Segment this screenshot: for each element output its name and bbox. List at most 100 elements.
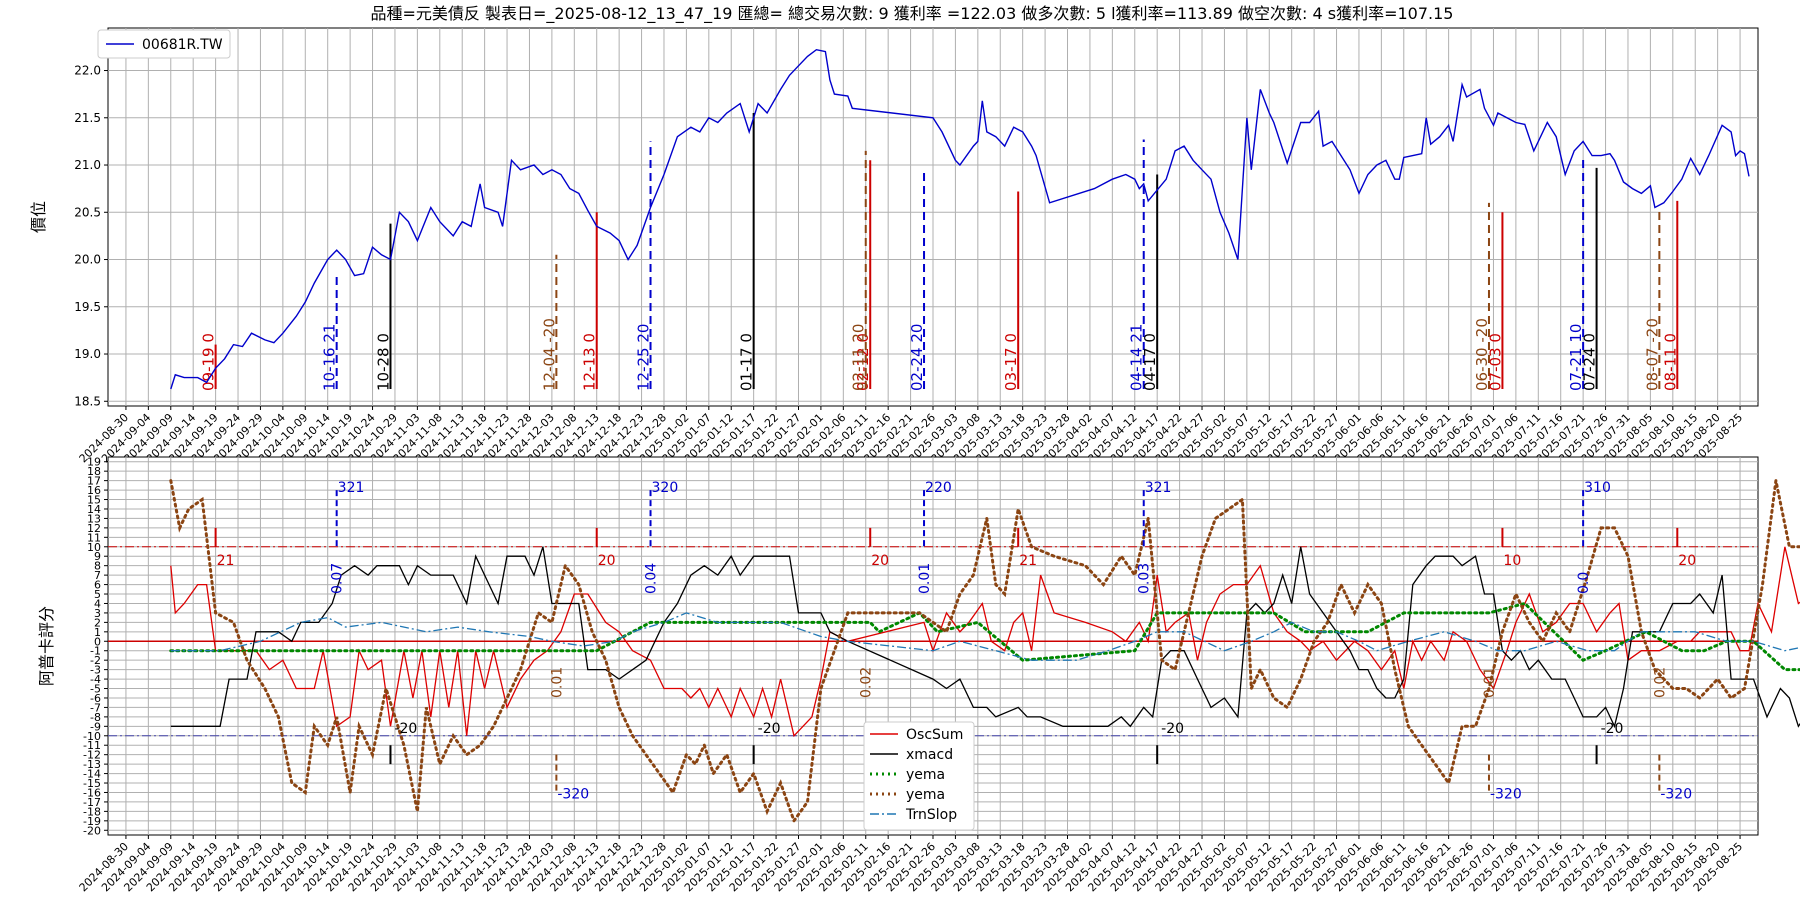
y-tick-label: -16 (83, 786, 101, 799)
price-trade-markers: 09-19 0 10-16 21 10-28 0 12-04 -20 12-13 0 12… (200, 113, 1679, 391)
score-marker-label: 320 (652, 480, 679, 496)
score-marker-sublabel: 0.07 (330, 563, 346, 594)
score-marker-sublabel: 0.01 (549, 667, 565, 698)
trade-marker-label: 06-30 -20 (1473, 318, 1491, 391)
y-tick-label: -7 (90, 701, 101, 714)
y-tick-label: -3 (90, 664, 101, 677)
y-tick-label: -18 (83, 805, 101, 818)
y-tick-label: -6 (90, 692, 101, 705)
price-legend: 00681R.TW (97, 29, 231, 59)
score-marker-label: 310 (1584, 480, 1611, 496)
y-tick-label: 19.5 (74, 300, 101, 314)
legend-label: yema (906, 787, 945, 803)
y-tick-label: -17 (83, 796, 101, 809)
y-tick-label: -11 (83, 739, 101, 752)
legend-label: 00681R.TW (142, 37, 223, 53)
legend-label: xmacd (906, 747, 953, 763)
y-tick-label: -12 (83, 749, 101, 762)
y-tick-label: 18 (87, 465, 101, 478)
y-tick-label: 5 (94, 588, 101, 601)
trade-marker-label: 12-13 0 (581, 333, 599, 391)
y-tick-label: -14 (83, 768, 101, 781)
trade-marker-label: 02-11 20 (850, 324, 868, 391)
legend-box (97, 29, 231, 59)
y-tick-label: 11 (87, 531, 101, 544)
score-marker-label: 10 (1503, 553, 1521, 569)
trade-marker-label: 02-24 20 (908, 324, 926, 391)
score-marker-label: 21 (217, 553, 235, 569)
trade-marker-label: 10-16 21 (321, 324, 339, 391)
y-tick-label: -19 (83, 815, 101, 828)
trade-marker-label: 07-21 10 (1567, 324, 1585, 391)
score-line (169, 479, 1800, 825)
score-marker-label: 20 (598, 553, 616, 569)
price-x-ticks: 2024-08-302024-09-042024-09-092024-09-14… (77, 406, 1745, 465)
trade-marker-label: 08-11 0 (1661, 333, 1679, 391)
score-y-ticks: -20-19-18-17-16-15-14-13-12-11-10-9-8-7-… (83, 456, 108, 837)
score-marker-label: 321 (1145, 480, 1172, 496)
price-panel: 18.5 19.0 19.5 20.0 20.5 21.0 21.5 22.0 2024-08… (29, 27, 1759, 465)
y-tick-label: -9 (90, 720, 101, 733)
y-tick-label: 2 (94, 616, 101, 629)
score-marker-label: 21 (1019, 553, 1037, 569)
legend-box (863, 721, 975, 831)
trade-marker-label: 08-07 -20 (1643, 318, 1661, 391)
score-legend: OscSum xmacd yema yema TrnSlop (863, 721, 975, 831)
score-marker-sublabel: 0.0 (1576, 572, 1592, 594)
y-tick-label: 0 (94, 635, 101, 648)
trade-marker-label: 04-17 0 (1141, 333, 1159, 391)
score-marker-label: -320 (1660, 786, 1692, 802)
score-marker-label: -320 (1490, 786, 1522, 802)
trade-marker-label: 07-24 0 (1581, 333, 1599, 391)
y-tick-label: 16 (87, 484, 101, 497)
y-tick-label: -20 (83, 824, 101, 837)
trade-marker-label: 09-19 0 (200, 333, 218, 391)
score-x-ticks: 2024-08-302024-09-042024-09-092024-09-14… (77, 835, 1745, 894)
score-marker-sublabel: 0.02 (1652, 667, 1668, 698)
y-tick-label: 9 (94, 550, 101, 563)
score-marker-label: -20 (1601, 721, 1624, 737)
score-marker-sublabel: 0.04 (644, 563, 660, 594)
y-tick-label: 10 (87, 541, 101, 554)
y-tick-label: 7 (94, 569, 101, 582)
y-tick-label: 8 (94, 560, 101, 573)
trade-marker-label: 02-12 0 (854, 333, 872, 391)
y-tick-label: 1 (94, 626, 101, 639)
trade-marker-label: 10-28 0 (374, 333, 392, 391)
y-tick-label: 19 (87, 456, 101, 469)
y-tick-label: 13 (87, 512, 101, 525)
y-tick-label: 4 (94, 597, 101, 610)
y-tick-label: -8 (90, 711, 101, 724)
y-tick-label: 18.5 (74, 394, 101, 408)
trade-marker-label: 04-14 21 (1128, 324, 1146, 391)
score-marker-sublabel: 0.03 (1137, 563, 1153, 594)
score-y-label: 阿普卡評分 (37, 606, 56, 686)
score-marker-label: 20 (1678, 553, 1696, 569)
score-marker-label: 220 (925, 480, 952, 496)
score-marker-label: -320 (557, 786, 589, 802)
chart-title: 品種=元美債反 製表日=_2025-08-12_13_47_19 匯總= 總交易… (371, 4, 1454, 24)
y-tick-label: 3 (94, 607, 101, 620)
price-grid (108, 28, 1758, 406)
trade-marker-label: 03-17 0 (1002, 333, 1020, 391)
trade-marker-label: 12-25 20 (635, 324, 653, 391)
y-tick-label: 12 (87, 522, 101, 535)
score-marker-label: -20 (394, 721, 417, 737)
price-y-ticks: 18.5 19.0 19.5 20.0 20.5 21.0 21.5 22.0 (74, 64, 108, 408)
trade-marker-label: 07-03 0 (1486, 333, 1504, 391)
y-tick-label: 20.5 (74, 205, 101, 219)
y-tick-label: 21.0 (74, 158, 101, 172)
score-trade-markers: 213210.07-20-3200.01203200.04-20-3200.02… (214, 480, 1696, 802)
legend-label: yema (906, 767, 945, 783)
score-marker-label: -20 (758, 721, 781, 737)
legend-label: TrnSlop (905, 807, 957, 823)
score-line (170, 612, 1800, 661)
y-tick-label: -4 (90, 673, 101, 686)
score-marker-label: 20 (871, 553, 889, 569)
score-marker-label: 321 (338, 480, 365, 496)
y-tick-label: 19.0 (74, 347, 101, 361)
y-tick-label: 15 (87, 494, 101, 507)
score-marker-sublabel: 0.02 (859, 667, 875, 698)
y-tick-label: -15 (83, 777, 101, 790)
y-tick-label: 20.0 (74, 253, 101, 267)
